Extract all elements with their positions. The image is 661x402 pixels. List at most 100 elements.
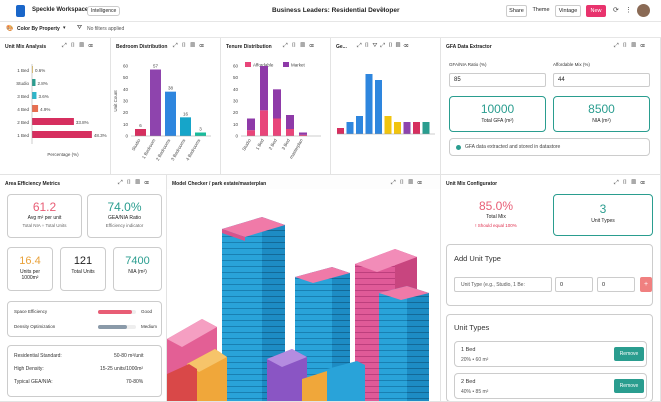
add-unit-box: Add Unit Type Unit Type (e.g., Studio, 1… <box>446 244 653 306</box>
bar <box>32 105 39 112</box>
ratio-input[interactable]: 85 <box>449 73 546 87</box>
data-label: 0.6% <box>35 68 45 73</box>
unit-name-input[interactable]: Unit Type (e.g., Studio, 1 Be: <box>454 277 552 292</box>
data-label: 38 <box>168 86 174 91</box>
afford-input[interactable]: 44 <box>553 73 650 87</box>
mix-warning: ! Should equal 100% <box>475 223 517 228</box>
filter-status: No filters applied <box>87 26 125 32</box>
hd-label: High Density: <box>14 366 44 372</box>
area-input[interactable]: 0 <box>597 277 635 292</box>
y-axis-label: Unit Count <box>113 90 118 112</box>
panel-title: GFA Data Extractor <box>446 44 492 50</box>
view-mode-button[interactable]: Vintage <box>555 5 581 17</box>
bar <box>299 134 307 136</box>
unit-list-title: Unit Types <box>454 323 490 332</box>
space-efficiency-bar <box>98 310 136 314</box>
ratio-label: GFA/NIA Ratio (%) <box>449 62 487 67</box>
unit-mix-panel: Unit Mix Analysis ⤢▯▤⌫ 1 Bed 0.6% Studio 2.… <box>0 38 111 175</box>
hd-value: 15-25 units/1000m² <box>100 366 144 372</box>
tick-label: 30 <box>233 99 239 104</box>
bar <box>32 131 92 138</box>
panel-title: Ge... <box>336 44 347 50</box>
color-by-button[interactable]: Color By Property <box>17 26 60 32</box>
unit-types-value: 3 <box>599 202 607 216</box>
data-label: 33.8% <box>76 120 89 125</box>
nia-metric-card: 7400 NIA (m²) <box>113 247 162 291</box>
data-label: 3 <box>199 127 202 132</box>
data-label: 48.3% <box>94 133 107 138</box>
bar <box>365 74 373 134</box>
total-mix-card: 85.0% Total Mix ! Should equal 100% <box>446 194 546 236</box>
panel-actions[interactable]: ⤢▯▤⌫ <box>391 180 426 186</box>
ratio-label: GEA/NIA Ratio <box>107 215 142 221</box>
panel-actions[interactable]: ⤢▯▤⌫ <box>118 180 153 186</box>
sync-icon[interactable]: ⟳ <box>613 7 619 14</box>
chevron-down-icon: ▾ <box>63 25 66 31</box>
data-label: 4.9% <box>40 107 50 112</box>
data-label: 16 <box>183 111 189 116</box>
avatar[interactable] <box>637 4 650 17</box>
data-label: 2.8% <box>37 81 47 86</box>
total-units-value: 121 <box>73 255 93 267</box>
panel-title: Tenure Distribution <box>226 44 272 50</box>
workspace-name[interactable]: Speckle Workspace <box>32 7 89 13</box>
tick-label: 2 Bed <box>17 120 29 125</box>
edit-title-icon[interactable]: ✎ <box>380 7 386 13</box>
avg-card: 61.2 Avg m² per unit Total NIA ÷ Total U… <box>7 194 82 238</box>
tenure-panel: Tenure Distribution ⤢▯▤⌫ Affordable Marke… <box>221 38 331 175</box>
units-per-label: Units per 1000m² <box>19 269 40 281</box>
filter-icon[interactable]: ⛛ <box>77 25 83 31</box>
panel-actions[interactable]: ⤢▯▤⌫ <box>173 43 208 49</box>
tick-label: 3 Bedrooms <box>170 137 187 161</box>
efficiency-box: Space Efficiency Good Density Optimizati… <box>7 301 162 337</box>
tick-label: 3 Bed <box>17 94 29 99</box>
panel-actions[interactable]: ⤢▯▤⌫ <box>62 43 97 49</box>
ratio-value: 74.0% <box>107 200 142 214</box>
tick-label: Studio <box>16 81 29 86</box>
nia-label: NIA (m²) <box>592 118 611 124</box>
area-value: 0 <box>602 282 606 288</box>
bar <box>273 89 281 119</box>
total-mix-label: Total Mix <box>486 214 506 220</box>
density-bar <box>98 325 136 329</box>
bar <box>286 129 294 136</box>
bar <box>165 91 176 136</box>
nia-value: 8500 <box>588 102 615 116</box>
more-icon[interactable]: ⋮ <box>625 7 632 14</box>
bar <box>299 132 307 135</box>
bar <box>260 66 268 111</box>
mix-percent-input[interactable]: 0 <box>555 277 593 292</box>
tick-label: 1 Bed <box>255 138 265 151</box>
panel-actions[interactable]: ⤢▯▤⌫ <box>614 43 649 49</box>
3d-model-viewer[interactable] <box>167 189 441 402</box>
bar <box>260 110 268 136</box>
total-mix-value: 85.0% <box>478 199 514 213</box>
add-unit-button[interactable]: + <box>640 277 652 292</box>
panel-actions[interactable]: ⤢▯▤⌫ <box>614 180 649 186</box>
remove-button[interactable]: Remove <box>614 379 644 393</box>
nia-card: 8500 NIA (m²) <box>553 96 650 132</box>
tick-label: 1 Bed <box>17 68 29 73</box>
panel-title: Model Checker / park estate/masterplan <box>172 181 267 187</box>
panel-title: Area Efficiency Metrics <box>5 181 61 187</box>
panel-actions[interactable]: ⤢▯▤⌫ <box>283 43 318 49</box>
share-button[interactable]: Share <box>506 5 527 17</box>
panel-title: Bedroom Distribution <box>116 44 168 50</box>
status-bar: GFA data extracted and stored in datasto… <box>449 138 650 156</box>
gfa-panel: GFA Data Extractor ⤢▯▤⌫ GFA/NIA Ratio (%… <box>441 38 661 175</box>
g4-chart <box>337 74 435 135</box>
panel-actions[interactable]: ⤢▯⛛⤢▯▤⌫ <box>357 43 412 49</box>
document-title[interactable]: Business Leaders: Residential Developer <box>272 7 400 14</box>
bar <box>195 132 206 136</box>
total-units-label: Total Units <box>71 269 95 275</box>
bar <box>32 79 36 86</box>
remove-button[interactable]: Remove <box>614 347 644 361</box>
total-gfa-label: Total GFA (m²) <box>481 118 514 124</box>
color-by-icon: 🎨 <box>6 26 14 32</box>
bar <box>356 116 363 134</box>
model-panel: Model Checker / park estate/masterplan ⤢… <box>167 175 441 402</box>
mix-percent-value: 0 <box>560 282 564 288</box>
theme-button[interactable]: Theme <box>531 5 551 17</box>
bar <box>394 122 401 134</box>
new-button[interactable]: New <box>586 5 606 17</box>
